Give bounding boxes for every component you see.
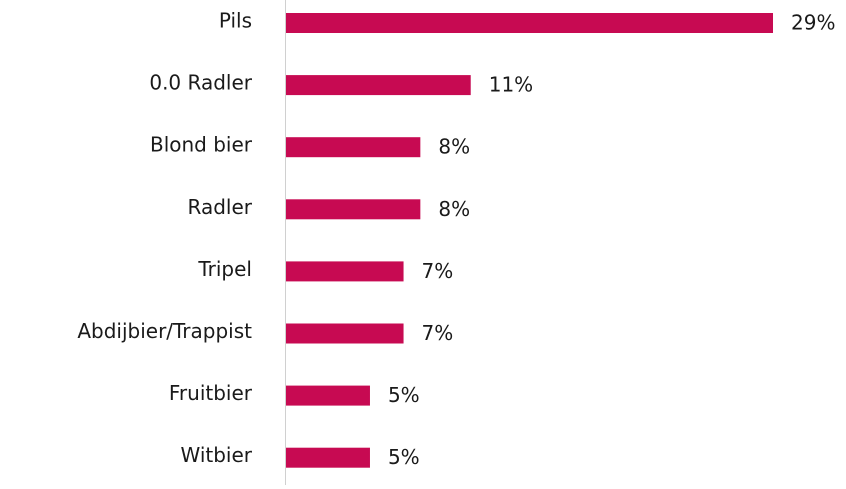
category-label: 0.0 Radler [149, 71, 252, 95]
data-label: 29% [791, 11, 835, 35]
bar [286, 137, 421, 158]
category-label: Witbier [180, 443, 252, 467]
bar [286, 13, 773, 33]
bar [286, 323, 404, 344]
category-label: Radler [188, 195, 253, 219]
data-label: 5% [388, 445, 420, 469]
bar [286, 447, 370, 468]
category-label: Tripel [197, 257, 252, 281]
bar [286, 199, 421, 220]
data-label: 8% [438, 135, 470, 159]
category-label: Abdijbier/Trappist [77, 319, 252, 343]
bar [286, 261, 404, 282]
category-label: Pils [219, 9, 252, 33]
bar [286, 75, 471, 96]
data-label: 8% [438, 197, 470, 221]
bar [286, 385, 370, 406]
data-label: 5% [388, 383, 420, 407]
data-label: 11% [489, 73, 533, 97]
data-label: 7% [422, 321, 454, 345]
category-label: Fruitbier [169, 381, 253, 405]
data-label: 7% [422, 259, 454, 283]
category-label: Blond bier [150, 133, 253, 157]
